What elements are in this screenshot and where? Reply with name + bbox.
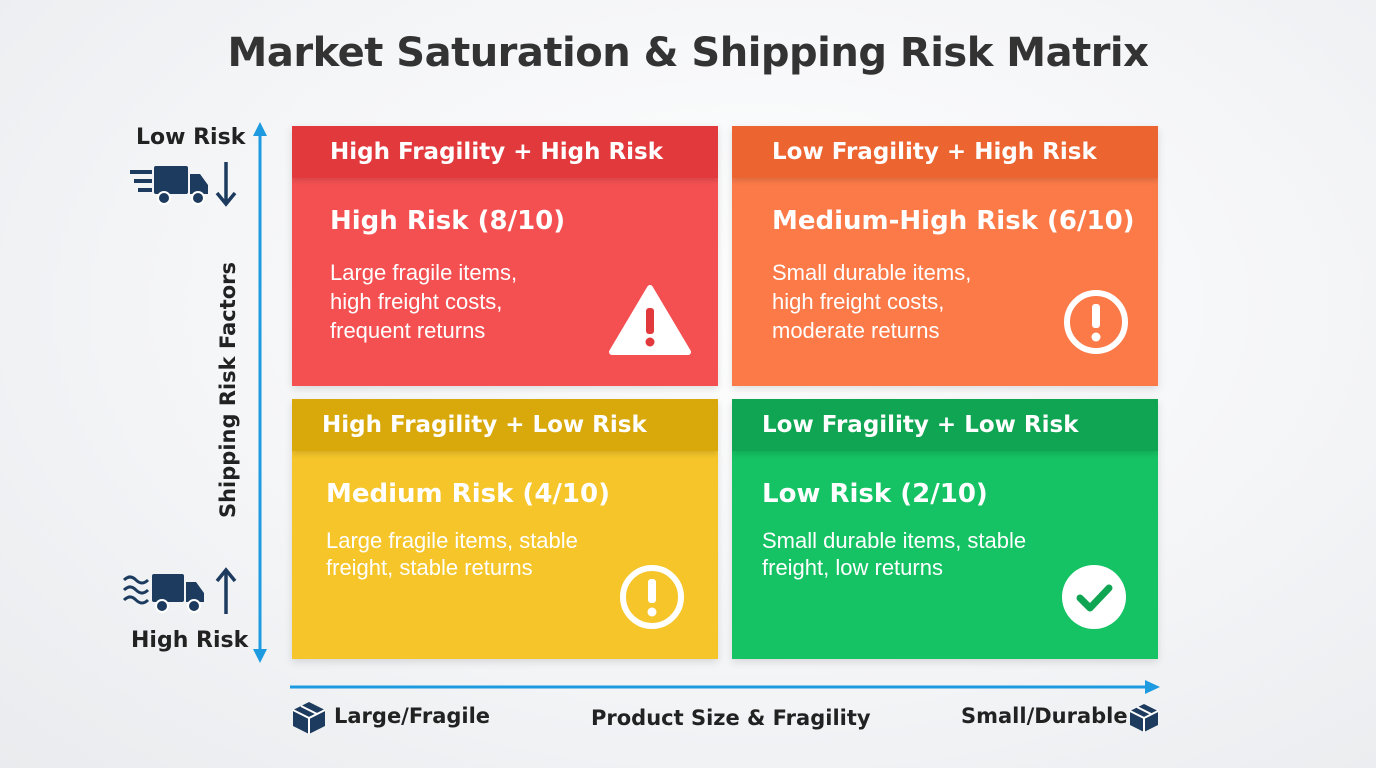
x-axis-label: Product Size & Fragility xyxy=(591,706,871,730)
risk-score: High Risk (8/10) xyxy=(330,206,566,236)
risk-score: Medium Risk (4/10) xyxy=(326,479,610,509)
y-axis-top-label: Low Risk xyxy=(136,125,246,150)
description-line: high freight costs, xyxy=(330,289,503,314)
x-axis-left-label: Large/Fragile xyxy=(334,704,491,728)
quadrant-header: Low Fragility + High Risk xyxy=(732,126,1158,178)
quadrant-high-fragility-low-risk: High Fragility + Low Risk Medium Risk (4… xyxy=(292,399,718,659)
description-line: Large fragile items, xyxy=(330,260,518,285)
page-title: Market Saturation & Shipping Risk Matrix xyxy=(227,30,1149,76)
description-line: Large fragile items, stable xyxy=(326,528,578,553)
quadrant-low-fragility-low-risk: Low Fragility + Low Risk Low Risk (2/10)… xyxy=(732,399,1158,659)
quadrant-header: Low Fragility + Low Risk xyxy=(732,399,1158,451)
checkmark-circle-icon xyxy=(1062,565,1126,629)
description-line: frequent returns xyxy=(330,318,486,343)
quadrant-header: High Fragility + High Risk xyxy=(292,126,718,178)
quadrant-description: Large fragile items, stable freight, sta… xyxy=(326,527,578,581)
y-axis-label: Shipping Risk Factors xyxy=(216,261,240,519)
y-axis-arrow xyxy=(253,122,267,663)
box-icon xyxy=(1129,704,1159,732)
box-icon xyxy=(292,702,326,734)
quadrant-description: Small durable items, high freight costs,… xyxy=(772,258,971,345)
exclamation-circle-icon xyxy=(620,565,684,629)
risk-score: Medium-High Risk (6/10) xyxy=(772,206,1135,236)
warning-triangle-icon xyxy=(609,285,691,355)
description-line: high freight costs, xyxy=(772,289,945,314)
description-line: freight, low returns xyxy=(762,555,943,580)
quadrant-description: Large fragile items, high freight costs,… xyxy=(330,258,517,345)
quadrant-low-fragility-high-risk: Low Fragility + High Risk Medium-High Ri… xyxy=(732,126,1158,386)
slow-truck-icon xyxy=(122,574,204,613)
y-axis-bottom-label: High Risk xyxy=(131,628,249,653)
arrow-up-icon xyxy=(215,567,237,614)
fast-truck-icon xyxy=(130,166,208,205)
arrow-down-icon xyxy=(215,162,237,207)
quadrant-header: High Fragility + Low Risk xyxy=(292,399,718,451)
description-line: freight, stable returns xyxy=(326,555,533,580)
description-line: Small durable items, xyxy=(772,260,972,285)
quadrant-high-fragility-high-risk: High Fragility + High Risk High Risk (8/… xyxy=(292,126,718,386)
description-line: Small durable items, stable xyxy=(762,528,1027,553)
exclamation-circle-icon xyxy=(1064,290,1128,354)
x-axis-arrow xyxy=(290,680,1160,694)
description-line: moderate returns xyxy=(772,318,940,343)
risk-score: Low Risk (2/10) xyxy=(762,479,988,509)
quadrant-description: Small durable items, stable freight, low… xyxy=(762,527,1026,581)
x-axis-right-label: Small/Durable xyxy=(961,704,1128,728)
